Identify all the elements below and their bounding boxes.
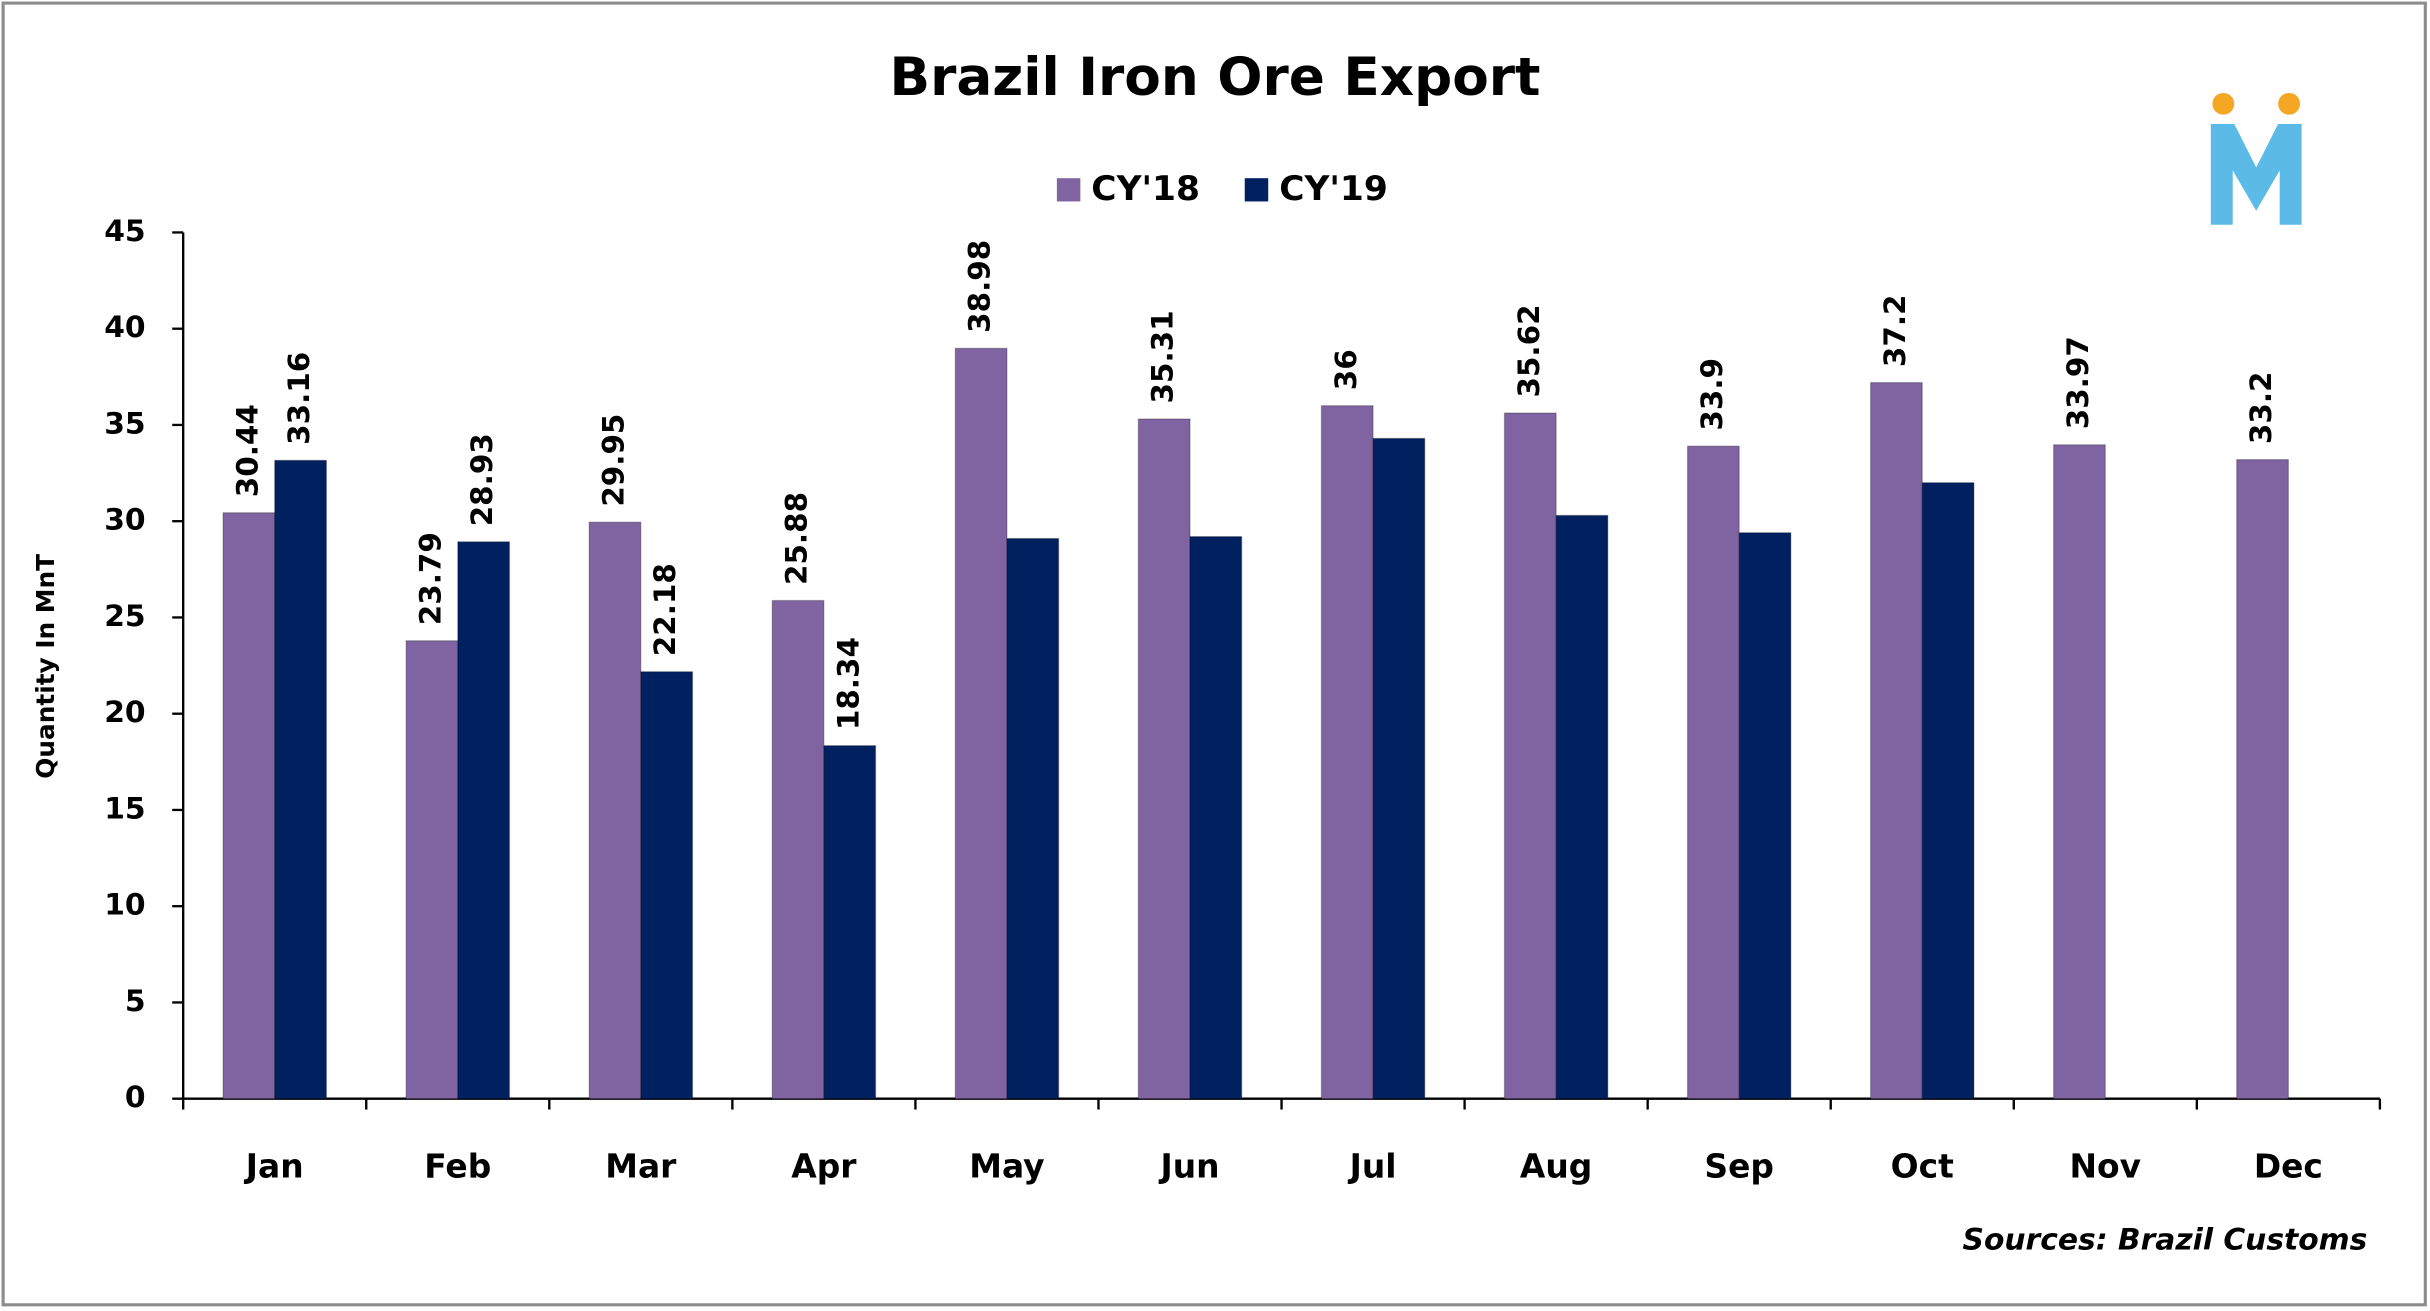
bar xyxy=(1738,532,1792,1100)
y-tick-label: 45 xyxy=(104,214,145,248)
data-label: 33.97 xyxy=(2061,336,2095,429)
bar xyxy=(1869,381,1923,1100)
bar xyxy=(1921,482,1975,1100)
y-tick-label: 10 xyxy=(104,888,145,922)
x-tick-label: Sep xyxy=(1704,1148,1774,1186)
bar xyxy=(1372,437,1426,1100)
x-tick-label: Nov xyxy=(2070,1148,2142,1186)
y-tick-label: 5 xyxy=(125,984,146,1018)
data-label: 29.95 xyxy=(596,414,630,507)
bar xyxy=(1006,537,1060,1100)
bar xyxy=(1320,405,1374,1100)
y-tick-label: 40 xyxy=(104,310,145,344)
x-tick-label: Jan xyxy=(244,1148,304,1186)
data-label: 35.62 xyxy=(1512,304,1546,397)
bar xyxy=(640,671,694,1100)
y-tick-label: 25 xyxy=(104,599,145,633)
data-label: 25.88 xyxy=(779,492,813,585)
bar xyxy=(1503,412,1557,1100)
legend-label: CY'18 xyxy=(1091,169,1200,209)
data-label: 33.2 xyxy=(2244,371,2278,444)
source-note: Sources: Brazil Customs xyxy=(1963,1223,2368,1257)
y-tick-label: 20 xyxy=(104,695,145,729)
data-label: 38.98 xyxy=(963,240,997,333)
x-tick-label: Feb xyxy=(424,1148,491,1186)
bar xyxy=(457,541,511,1100)
bar xyxy=(405,640,459,1100)
data-label: 36 xyxy=(1329,349,1363,390)
bar xyxy=(588,521,642,1100)
bar xyxy=(771,599,825,1100)
legend-label: CY'19 xyxy=(1279,169,1388,209)
bar xyxy=(274,459,328,1100)
x-tick-label: Oct xyxy=(1891,1148,1954,1186)
bar xyxy=(1137,418,1191,1100)
bar xyxy=(823,745,877,1100)
legend-swatch xyxy=(1056,178,1081,202)
data-label: 33.16 xyxy=(282,352,316,445)
data-label: 22.18 xyxy=(648,563,682,656)
bar xyxy=(954,347,1008,1100)
y-tick-label: 35 xyxy=(104,407,145,441)
logo xyxy=(2210,92,2302,225)
bar xyxy=(1189,535,1243,1100)
x-tick-label: May xyxy=(969,1148,1044,1186)
x-tick-label: Jun xyxy=(1158,1148,1219,1186)
data-label: 37.2 xyxy=(1878,294,1912,367)
bar xyxy=(222,512,276,1100)
y-tick-label: 30 xyxy=(104,503,145,537)
data-label: 35.31 xyxy=(1146,310,1180,403)
chart-title: Brazil Iron Ore Export xyxy=(890,47,1541,108)
x-tick-label: Apr xyxy=(791,1148,857,1186)
bar xyxy=(1686,445,1740,1100)
data-label: 30.44 xyxy=(230,404,264,497)
x-tick-label: Aug xyxy=(1520,1148,1592,1186)
x-tick-label: Mar xyxy=(605,1148,677,1186)
x-tick-label: Jul xyxy=(1348,1148,1397,1186)
y-tick-label: 0 xyxy=(125,1080,146,1114)
y-axis-title: Quantity In MnT xyxy=(31,554,60,779)
data-label: 33.9 xyxy=(1695,358,1729,431)
data-label: 18.34 xyxy=(831,637,865,730)
data-label: 28.93 xyxy=(465,433,499,526)
bar xyxy=(1555,514,1609,1100)
bar xyxy=(2053,444,2106,1100)
bar xyxy=(2236,458,2289,1100)
legend-swatch xyxy=(1244,178,1269,202)
x-tick-label: Dec xyxy=(2254,1148,2323,1186)
data-label: 23.79 xyxy=(413,532,447,625)
y-tick-label: 15 xyxy=(104,792,145,826)
